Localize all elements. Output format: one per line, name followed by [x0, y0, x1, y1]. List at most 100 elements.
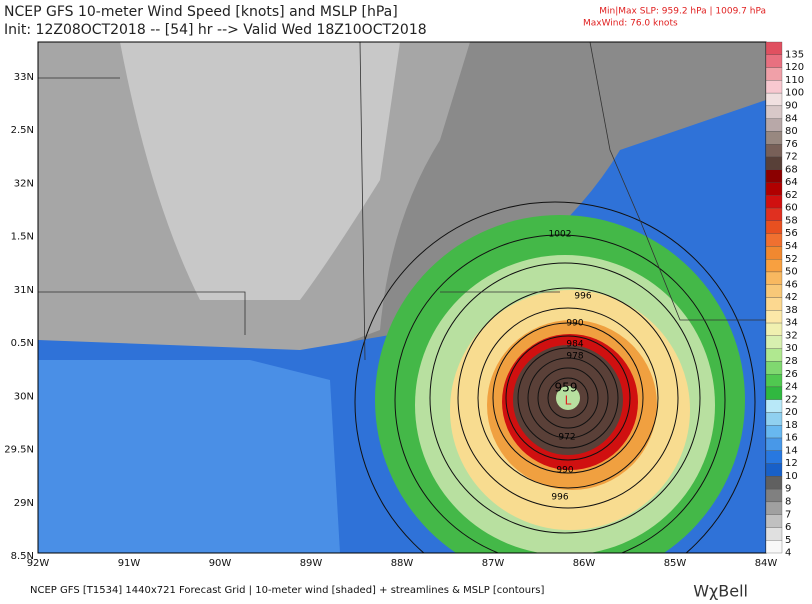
map-area	[38, 42, 766, 553]
latitude-label: 1.5N	[11, 232, 34, 243]
coastal-blue	[38, 360, 340, 553]
isobars	[354, 201, 756, 553]
colorbar-swatch	[765, 182, 783, 196]
subtitle: Init: 12Z08OCT2018 -- [54] hr --> Valid …	[4, 22, 427, 38]
colorbar-swatch	[765, 207, 783, 221]
latitude-label: 2.5N	[11, 125, 34, 136]
center-pressure: 959	[555, 381, 578, 395]
colorbar-swatch	[765, 271, 783, 285]
colorbar-label: 135	[785, 49, 804, 60]
colorbar-label: 30	[785, 343, 798, 354]
latitude-label: 30N	[14, 391, 34, 402]
colorbar-swatch	[765, 399, 783, 413]
colorbar-label: 6	[785, 522, 791, 533]
eye	[556, 386, 580, 410]
colorbar-label: 8	[785, 497, 791, 508]
colorbar-swatch	[765, 297, 783, 311]
colorbar-label: 18	[785, 420, 798, 431]
logo: WχBell	[693, 582, 748, 601]
colorbar-swatch	[765, 527, 783, 541]
colorbar-swatch	[765, 335, 783, 349]
longitude-label: 91W	[118, 558, 141, 569]
colorbar-swatch	[765, 246, 783, 260]
colorbar-swatch	[765, 425, 783, 439]
colorbar-swatch	[765, 41, 783, 55]
colorbar-label: 24	[785, 382, 798, 393]
colorbar-swatch	[765, 488, 783, 503]
longitude-labels: 92W 91W 90W 89W 88W 87W 86W 85W 84W	[27, 558, 778, 569]
latitude-label: 0.5N	[11, 338, 34, 349]
latitude-label: 29.5N	[4, 445, 34, 456]
colorbar-swatch	[765, 310, 783, 324]
colorbar-swatch	[765, 105, 783, 119]
colorbar-swatch	[765, 131, 783, 145]
colorbar-label: 38	[785, 305, 798, 316]
land-lighter	[120, 42, 400, 300]
colorbar: 1351201101009084807672686462605856545250…	[765, 41, 804, 559]
longitude-label: 88W	[391, 558, 414, 569]
colorbar-label: 76	[785, 139, 798, 150]
colorbar-label: 84	[785, 113, 798, 124]
title: NCEP GFS 10-meter Wind Speed [knots] and…	[4, 4, 398, 20]
isobar-label: 996	[551, 493, 568, 503]
colorbar-label: 56	[785, 228, 798, 239]
longitude-label: 86W	[573, 558, 596, 569]
isobar-label: 978	[566, 352, 583, 362]
colorbar-label: 54	[785, 241, 798, 252]
colorbar-swatch	[765, 322, 783, 336]
colorbar-label: 4	[785, 548, 791, 559]
colorbar-label: 34	[785, 318, 798, 329]
colorbar-swatch	[765, 156, 783, 170]
colorbar-label: 20	[785, 407, 798, 418]
colorbar-label: 14	[785, 445, 798, 456]
colorbar-swatch	[765, 437, 783, 451]
isobar-label: 1002	[549, 230, 572, 240]
colorbar-swatch	[765, 169, 783, 183]
latitude-labels: 33N 2.5N 32N 1.5N 31N 0.5N 30N 29.5N 29N 8.5N	[4, 72, 34, 562]
colorbar-label: 28	[785, 356, 798, 367]
colorbar-swatch	[765, 54, 783, 68]
colorbar-swatch	[765, 514, 783, 528]
colorbar-label: 12	[785, 458, 798, 469]
colorbar-label: 32	[785, 330, 798, 341]
footer-text: NCEP GFS [T1534] 1440x721 Forecast Grid …	[30, 585, 544, 596]
colorbar-swatch	[765, 501, 783, 515]
colorbar-label: 42	[785, 292, 798, 303]
colorbar-label: 10	[785, 471, 798, 482]
longitude-label: 87W	[482, 558, 505, 569]
colorbar-label: 26	[785, 369, 798, 380]
colorbar-label: 22	[785, 394, 798, 405]
colorbar-label: 100	[785, 88, 804, 99]
colorbar-label: 50	[785, 267, 798, 278]
colorbar-label: 5	[785, 535, 791, 546]
isobar-label: 984	[566, 340, 583, 350]
longitude-label: 85W	[664, 558, 687, 569]
latitude-label: 32N	[14, 178, 34, 189]
colorbar-swatch	[765, 80, 783, 94]
colorbar-label: 110	[785, 75, 804, 86]
colorbar-swatch	[765, 195, 783, 209]
colorbar-label: 46	[785, 279, 798, 290]
colorbar-label: 9	[785, 484, 791, 495]
longitude-label: 92W	[27, 558, 50, 569]
colorbar-swatch	[765, 92, 783, 107]
colorbar-swatch	[765, 67, 783, 81]
slp-range: Min|Max SLP: 959.2 hPa | 1009.7 hPa	[599, 7, 766, 17]
colorbar-swatch	[765, 373, 783, 388]
colorbar-label: 58	[785, 215, 798, 226]
colorbar-swatch	[765, 412, 783, 426]
colorbar-label: 64	[785, 177, 798, 188]
isobar-label: 996	[574, 292, 591, 302]
latitude-label: 8.5N	[11, 551, 34, 562]
colorbar-label: 52	[785, 254, 798, 265]
colorbar-swatch	[765, 361, 783, 375]
colorbar-label: 60	[785, 203, 798, 214]
colorbar-label: 68	[785, 164, 798, 175]
colorbar-swatch	[765, 233, 783, 247]
colorbar-label: 90	[785, 100, 798, 111]
latitude-label: 31N	[14, 285, 34, 296]
isobar-label: 972	[558, 433, 575, 443]
colorbar-label: 72	[785, 152, 798, 163]
